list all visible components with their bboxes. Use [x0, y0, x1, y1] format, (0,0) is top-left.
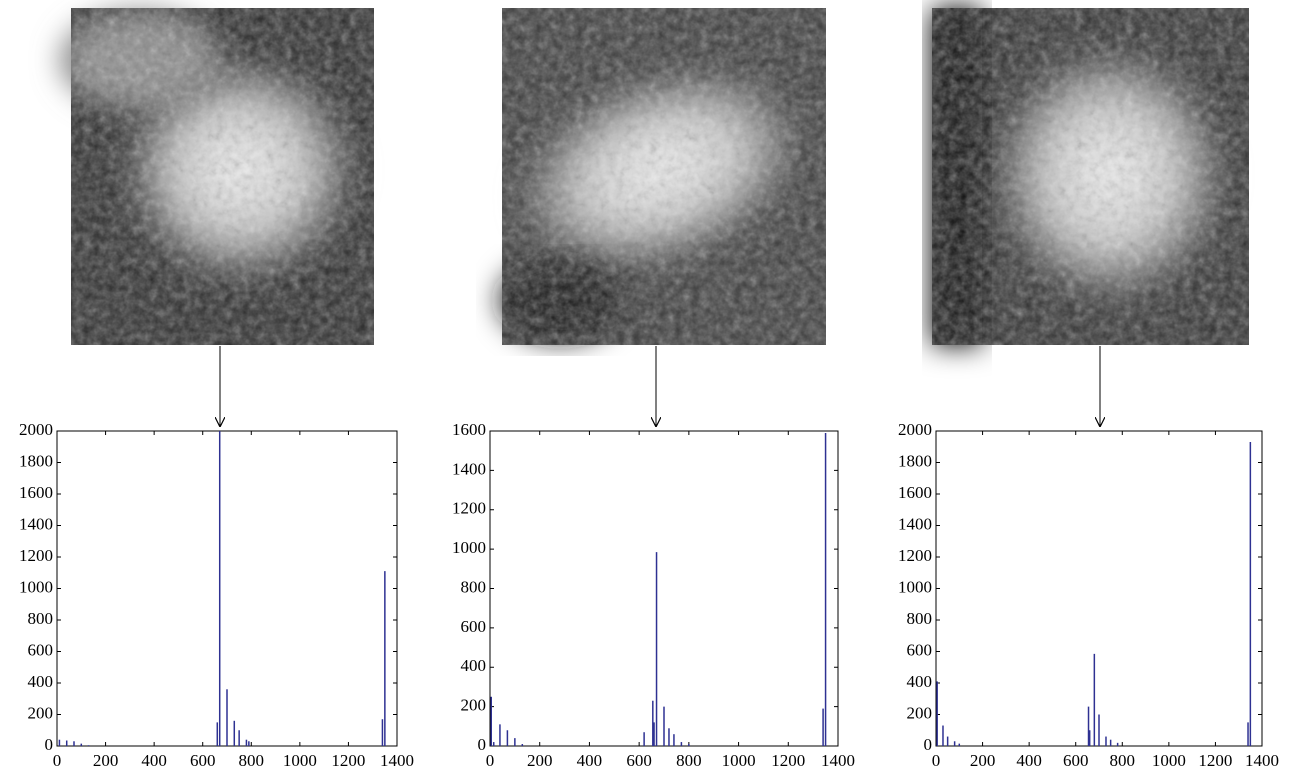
y-tick-label: 0	[478, 735, 487, 754]
x-tick-label: 600	[626, 751, 652, 770]
y-tick-label: 400	[461, 656, 487, 675]
y-tick-label: 1600	[19, 483, 53, 502]
y-tick-label: 200	[461, 696, 487, 715]
y-tick-label: 1000	[19, 577, 53, 596]
y-tick-label: 1600	[898, 483, 932, 502]
x-tick-label: 1000	[1152, 751, 1186, 770]
y-tick-label: 600	[907, 640, 933, 659]
x-tick-label: 1200	[331, 751, 365, 770]
x-tick-label: 0	[53, 751, 62, 770]
y-tick-label: 1400	[898, 514, 932, 533]
y-tick-label: 800	[907, 609, 933, 628]
y-tick-label: 1000	[452, 538, 486, 557]
y-tick-label: 1600	[452, 420, 486, 439]
y-tick-label: 1400	[19, 514, 53, 533]
x-tick-label: 400	[141, 751, 167, 770]
y-tick-label: 1200	[19, 546, 53, 565]
x-tick-label: 0	[486, 751, 495, 770]
x-tick-label: 1000	[283, 751, 317, 770]
y-tick-label: 600	[28, 640, 54, 659]
y-tick-label: 200	[907, 703, 933, 722]
image-3	[932, 8, 1249, 345]
y-tick-label: 400	[907, 672, 933, 691]
y-tick-label: 1800	[19, 451, 53, 470]
x-tick-label: 600	[1063, 751, 1089, 770]
y-tick-label: 1000	[898, 577, 932, 596]
x-tick-label: 1000	[722, 751, 756, 770]
y-tick-label: 1200	[898, 546, 932, 565]
x-tick-label: 400	[577, 751, 603, 770]
x-tick-label: 1200	[771, 751, 805, 770]
x-tick-label: 800	[239, 751, 265, 770]
x-tick-label: 800	[676, 751, 702, 770]
x-tick-label: 1400	[380, 751, 414, 770]
x-tick-label: 200	[970, 751, 996, 770]
y-tick-label: 1400	[452, 459, 486, 478]
x-tick-label: 600	[190, 751, 216, 770]
y-tick-label: 0	[45, 735, 54, 754]
x-tick-label: 400	[1016, 751, 1042, 770]
x-tick-label: 1200	[1198, 751, 1232, 770]
y-tick-label: 400	[28, 672, 54, 691]
y-tick-label: 0	[924, 735, 933, 754]
y-tick-label: 200	[28, 703, 54, 722]
plot-box	[489, 430, 839, 747]
x-tick-label: 200	[527, 751, 553, 770]
x-tick-label: 0	[932, 751, 941, 770]
y-tick-label: 1200	[452, 499, 486, 518]
image-1	[60, 8, 374, 345]
y-tick-label: 2000	[898, 420, 932, 439]
x-tick-label: 1400	[821, 751, 855, 770]
x-tick-label: 1400	[1245, 751, 1279, 770]
y-tick-label: 600	[461, 617, 487, 636]
x-tick-label: 800	[1110, 751, 1136, 770]
y-tick-label: 1800	[898, 451, 932, 470]
y-tick-label: 2000	[19, 420, 53, 439]
plot-box	[935, 430, 1263, 747]
y-tick-label: 800	[461, 577, 487, 596]
y-tick-label: 800	[28, 609, 54, 628]
x-tick-label: 200	[93, 751, 119, 770]
image-2	[500, 8, 826, 345]
